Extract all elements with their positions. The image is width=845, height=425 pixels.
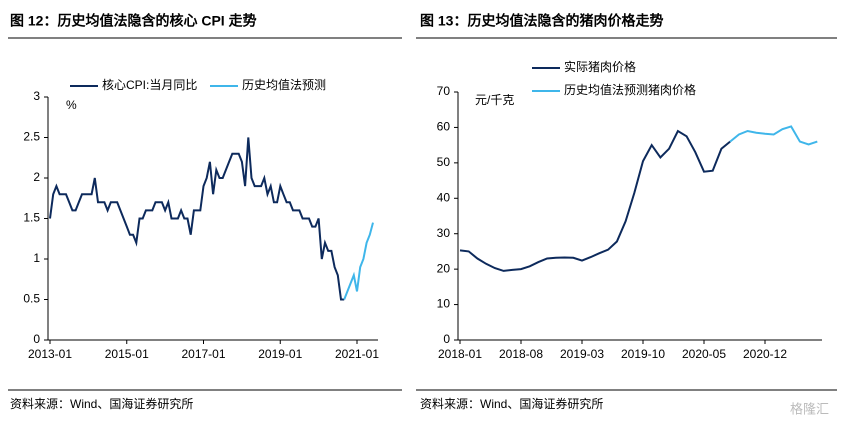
chart-title: 图 12：历史均值法隐含的核心 CPI 走势 — [10, 13, 257, 29]
legend-label: 历史均值法预测猪肉价格 — [564, 82, 696, 97]
data-line — [729, 125, 818, 146]
legend-label: 历史均值法预测 — [242, 77, 326, 92]
y-axis-label: % — [66, 98, 77, 112]
y-tick-label: 2 — [33, 170, 40, 184]
legend-label: 核心CPI:当月同比 — [102, 78, 197, 92]
data-line — [459, 129, 731, 272]
y-tick-label: 1.5 — [23, 211, 40, 225]
source: 资料来源：Wind、国海证券研究所 — [420, 396, 603, 411]
y-tick-label: 1 — [33, 251, 40, 265]
y-tick-label: 20 — [437, 261, 451, 275]
legend-label: 实际猪肉价格 — [564, 59, 636, 74]
y-tick-label: 0 — [443, 332, 450, 346]
x-tick-label: 2019-10 — [621, 347, 665, 361]
source: 资料来源：Wind、国海证券研究所 — [10, 396, 193, 411]
y-tick-label: 10 — [437, 297, 451, 311]
x-tick-label: 2020-05 — [682, 347, 726, 361]
x-tick-label: 2015-01 — [105, 347, 149, 361]
x-tick-label: 2018-08 — [499, 347, 543, 361]
x-tick-label: 2017-01 — [181, 347, 225, 361]
y-tick-label: 0 — [33, 332, 40, 346]
y-tick-label: 30 — [437, 226, 451, 240]
watermark: 格隆汇 — [790, 401, 829, 416]
y-tick-label: 60 — [437, 120, 451, 134]
chart-title: 图 13：历史均值法隐含的猪肉价格走势 — [420, 13, 663, 29]
x-tick-label: 2018-01 — [438, 347, 482, 361]
x-tick-label: 2019-03 — [560, 347, 604, 361]
x-tick-label: 2020-12 — [743, 347, 787, 361]
y-tick-label: 0.5 — [23, 292, 40, 306]
data-line — [49, 137, 345, 301]
y-tick-label: 50 — [437, 155, 451, 169]
x-tick-label: 2019-01 — [258, 347, 302, 361]
y-tick-label: 40 — [437, 190, 451, 204]
x-tick-label: 2013-01 — [28, 347, 72, 361]
data-line — [343, 222, 374, 300]
y-tick-label: 2.5 — [23, 130, 40, 144]
y-axis-label: 元/千克 — [475, 93, 514, 107]
x-tick-label: 2021-01 — [335, 347, 379, 361]
y-tick-label: 70 — [437, 84, 451, 98]
y-tick-label: 3 — [33, 89, 40, 103]
